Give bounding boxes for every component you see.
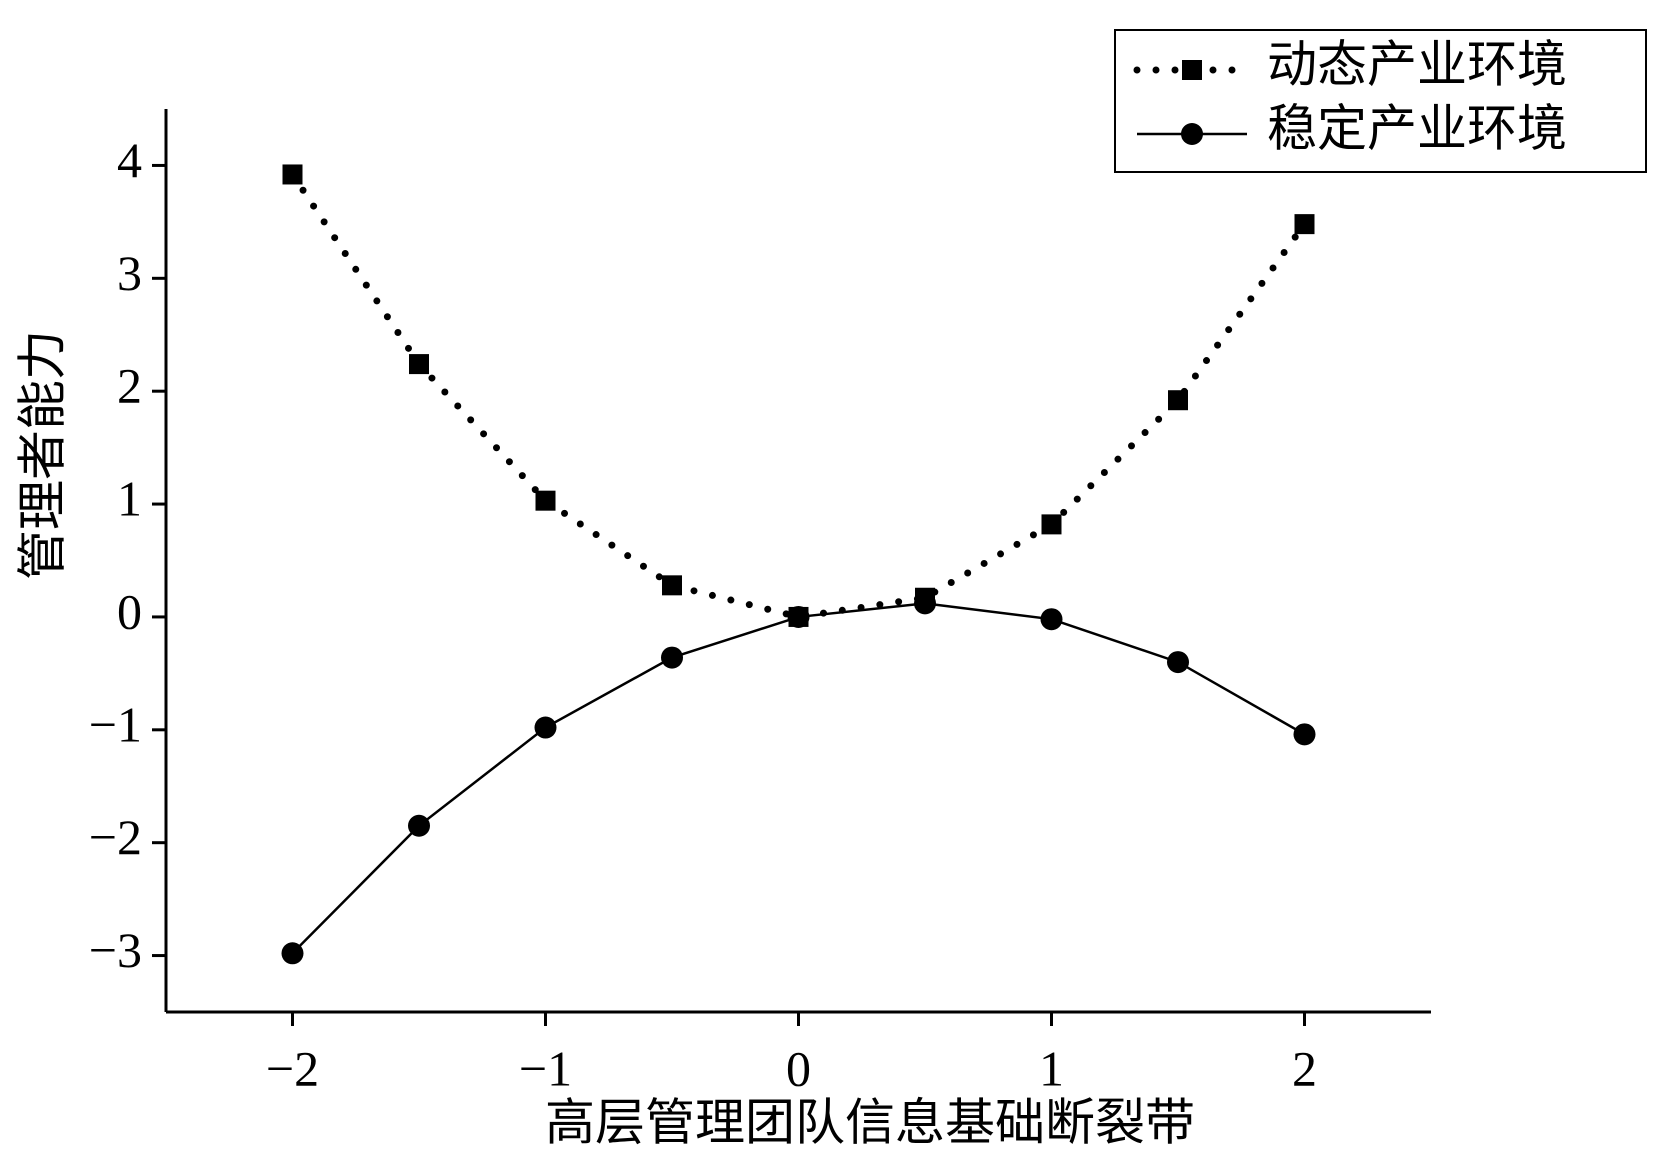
marker-circle [534, 716, 557, 739]
marker-square [662, 575, 682, 596]
y-tick-label: 2 [117, 358, 142, 414]
y-tick-label: −2 [89, 809, 142, 865]
marker-circle [914, 592, 936, 615]
marker-square [1168, 390, 1188, 411]
marker-circle [1040, 608, 1063, 631]
x-tick-label: 2 [1292, 1040, 1317, 1096]
marker-circle [408, 814, 430, 837]
y-axis-label: 管理者能力 [14, 330, 70, 580]
marker-circle [661, 646, 683, 669]
y-tick-label: −1 [89, 696, 142, 752]
y-tick-label: −3 [89, 922, 142, 978]
series-line [291, 602, 1306, 955]
marker-square [282, 164, 303, 185]
marker-square [409, 354, 429, 375]
legend-box [1114, 29, 1647, 173]
y-tick-label: 1 [117, 471, 142, 527]
marker-square [535, 490, 556, 511]
marker-square [1041, 514, 1062, 535]
series-line [289, 170, 1308, 621]
marker-square [1294, 214, 1315, 235]
x-tick-label: −2 [266, 1040, 319, 1096]
x-axis-label: 高层管理团队信息基础断裂带 [545, 1094, 1195, 1150]
marker-square [1182, 60, 1202, 80]
x-tick-label: 1 [1039, 1040, 1064, 1096]
y-tick-label: 3 [117, 245, 142, 301]
legend-label: 动态产业环境 [1267, 36, 1567, 92]
x-tick-label: −1 [519, 1040, 572, 1096]
y-tick-label: 0 [117, 583, 142, 639]
marker-circle [1293, 723, 1316, 746]
marker-circle [787, 605, 810, 628]
y-tick-label: 4 [117, 132, 142, 188]
x-tick-label: 0 [786, 1040, 811, 1096]
marker-circle [1181, 123, 1203, 145]
marker-circle [1167, 651, 1189, 674]
marker-circle [281, 942, 304, 965]
legend-label: 稳定产业环境 [1267, 100, 1567, 156]
